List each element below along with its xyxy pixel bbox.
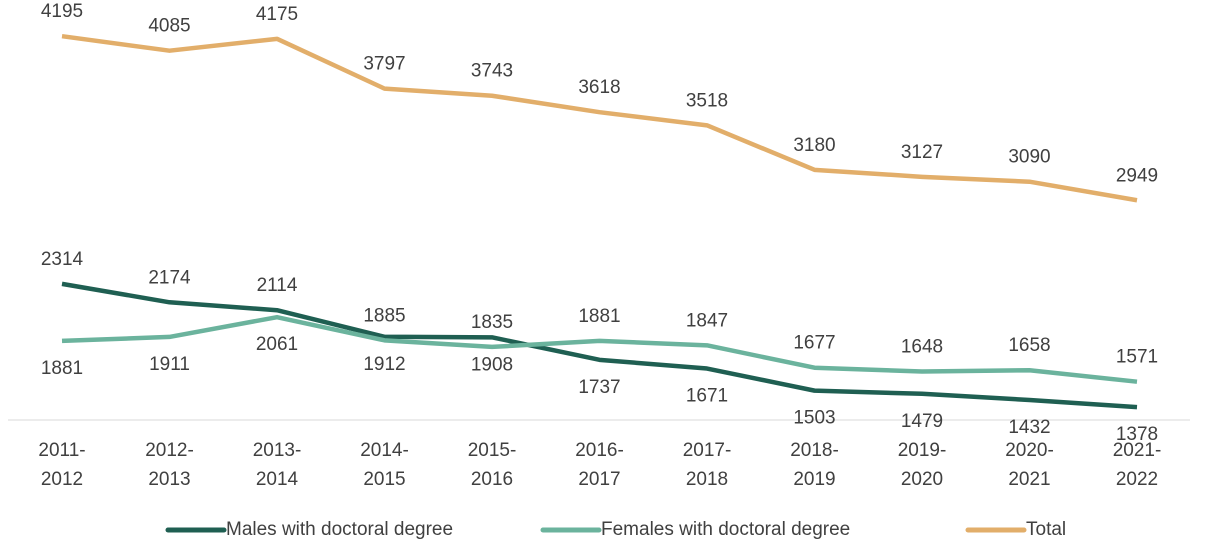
data-label: 1847 [686,310,728,331]
data-label: 1571 [1116,347,1158,368]
data-label: 3743 [471,61,513,82]
data-label: 3797 [363,54,405,75]
x-tick-label: 2017-2018 [683,440,732,490]
line-series [61,281,1138,410]
legend-label: Total [1026,519,1066,540]
data-label: 1737 [578,377,620,398]
data-label: 2174 [148,267,191,288]
x-tick-label: 2019-2020 [898,440,947,490]
x-tick-label: 2016-2017 [575,440,624,490]
data-label: 1881 [41,358,83,379]
x-tick-label: 2012-2013 [145,440,194,490]
legend-label: Males with doctoral degree [226,519,453,540]
data-label: 1479 [901,411,943,432]
x-tick-label: 2018-2019 [790,440,839,490]
x-tick-label: 2021-2022 [1113,440,1162,490]
data-label: 1912 [363,354,405,375]
data-label: 1885 [363,305,405,326]
data-label: 3090 [1008,147,1050,168]
data-label: 1648 [901,337,943,358]
x-tick-label: 2013-2014 [253,440,302,490]
data-label: 1908 [471,354,513,375]
data-label: 1881 [578,306,620,327]
x-tick-label: 2011-2012 [38,440,85,490]
data-label: 1677 [793,333,835,354]
data-label: 4195 [41,1,83,22]
data-label: 2949 [1116,165,1158,186]
data-label: 1671 [686,386,728,407]
legend-label: Females with doctoral degree [601,519,850,540]
data-label: 3618 [578,77,620,98]
data-label: 1835 [471,312,513,333]
x-tick-label: 2020-2021 [1005,440,1054,490]
x-tick-label: 2015-2016 [468,440,517,490]
data-label: 4175 [256,4,298,25]
data-label: 2114 [257,275,298,296]
data-label: 2314 [41,249,84,270]
line-series [61,33,1138,203]
data-label: 3180 [793,135,835,156]
data-label: 1503 [793,408,835,429]
data-label: 3127 [901,142,943,163]
x-tick-label: 2014-2015 [360,440,409,490]
data-label: 1911 [149,354,190,375]
data-label: 1432 [1008,417,1050,438]
data-label: 4085 [148,16,190,37]
data-label: 2061 [256,334,298,355]
data-label: 1658 [1008,335,1050,356]
line-series [61,314,1138,384]
data-label: 3518 [686,90,728,111]
data-label: 1378 [1116,424,1158,445]
